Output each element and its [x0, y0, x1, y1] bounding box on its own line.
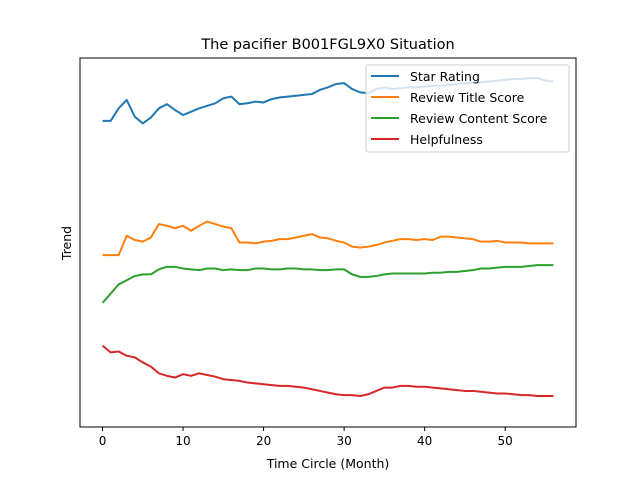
legend-entry-review-content-score: Review Content Score	[371, 111, 548, 126]
x-axis-label: Time Circle (Month)	[266, 456, 390, 471]
x-tick-label-40: 40	[417, 434, 432, 448]
legend-entry-star-rating: Star Rating	[371, 69, 480, 84]
legend-label-review-title-score: Review Title Score	[410, 90, 525, 105]
series-line-helpfulness	[101, 344, 554, 397]
legend-box	[365, 64, 570, 153]
x-tick-label-0: 0	[99, 434, 107, 448]
x-tick-label-10: 10	[175, 434, 190, 448]
series-line-review-title-score	[102, 220, 554, 257]
axes-frame	[79, 57, 577, 428]
legend-label-star-rating: Star Rating	[410, 69, 480, 84]
x-axis-ticks: 0 10 20 30 40 50	[99, 427, 513, 448]
legend: Star Rating Review Title Score Review Co…	[365, 64, 570, 153]
legend-label-review-content-score: Review Content Score	[410, 111, 548, 126]
y-axis-label: Trend	[59, 226, 74, 261]
series-line-review-content-score	[101, 264, 554, 304]
x-tick-label-20: 20	[256, 434, 271, 448]
legend-label-helpfulness: Helpfulness	[410, 132, 483, 147]
chart-title: The pacifier B001FGL9X0 Situation	[200, 37, 454, 53]
x-tick-label-50: 50	[498, 434, 513, 448]
legend-entry-helpfulness: Helpfulness	[371, 132, 483, 147]
legend-entry-review-title-score: Review Title Score	[371, 90, 525, 105]
x-tick-label-30: 30	[336, 434, 351, 448]
